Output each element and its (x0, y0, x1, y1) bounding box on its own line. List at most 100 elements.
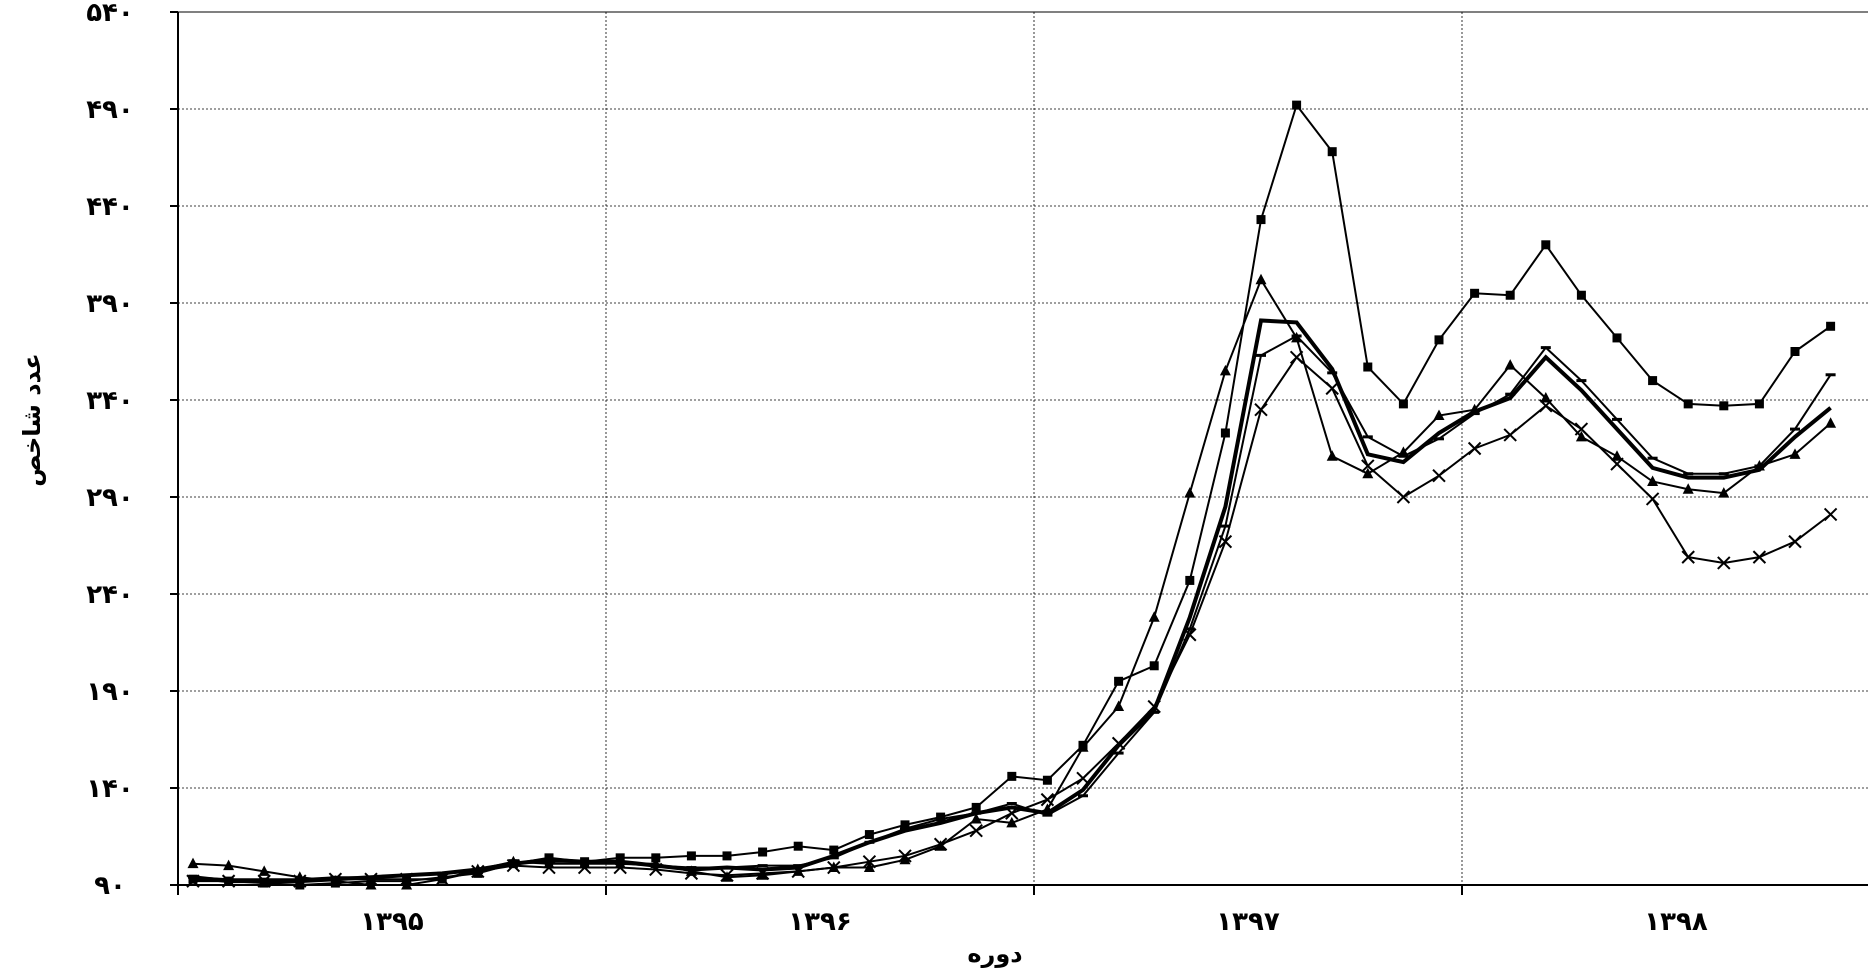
data-point (1754, 464, 1765, 468)
data-point (186, 874, 200, 888)
data-point (1683, 472, 1694, 476)
data-point (1467, 441, 1482, 456)
data-point (1255, 273, 1267, 285)
y-tick-label: ۵۴۰ (86, 0, 134, 28)
data-point (1147, 699, 1161, 714)
data-point (1825, 373, 1836, 377)
data-point (471, 864, 485, 879)
data-point (293, 874, 307, 888)
data-point (1540, 346, 1551, 350)
data-point (544, 860, 554, 864)
data-point (1469, 403, 1481, 415)
data-point (1611, 450, 1623, 461)
data-point (1254, 402, 1268, 417)
data-point (900, 820, 910, 830)
data-point (649, 862, 663, 877)
data-point (971, 802, 981, 812)
data-point (1149, 661, 1159, 671)
data-point (1505, 290, 1515, 300)
y-tick-label: ۱۹۰ (86, 677, 134, 707)
data-point (722, 851, 732, 861)
data-point (757, 864, 768, 868)
data-point (1042, 775, 1052, 785)
data-point (1040, 792, 1055, 807)
data-point (1292, 100, 1302, 110)
plot-frame (170, 11, 1868, 895)
data-point (1325, 381, 1339, 396)
data-point (1396, 490, 1411, 504)
data-point (1362, 467, 1374, 479)
data-point (399, 872, 414, 886)
data-point (685, 865, 697, 876)
x-axis-title: دوره (967, 940, 1022, 968)
data-point (828, 856, 839, 860)
data-point (1790, 427, 1800, 431)
data-point (1823, 507, 1838, 522)
data-point (1432, 468, 1446, 483)
data-point (1327, 371, 1338, 375)
data-point (862, 855, 877, 869)
data-point (1574, 422, 1589, 436)
data-point (1612, 333, 1622, 343)
data-point (1648, 376, 1658, 386)
data-point (829, 845, 839, 855)
data-point (1505, 392, 1516, 396)
data-point (935, 817, 946, 821)
data-point (1078, 794, 1088, 798)
data-point (1789, 448, 1801, 459)
data-point (508, 862, 519, 866)
data-point (827, 860, 841, 875)
data-point (1504, 359, 1516, 370)
data-point (970, 813, 982, 824)
data-point (1469, 412, 1480, 416)
data-point (1682, 483, 1694, 494)
series-line-1 (192, 102, 1832, 887)
data-point (1077, 741, 1089, 752)
data-point (1752, 550, 1767, 564)
data-point (1291, 334, 1302, 338)
data-point (900, 827, 910, 831)
data-point (579, 860, 590, 864)
data-point (365, 879, 377, 890)
data-point (755, 866, 770, 881)
data-point (328, 872, 343, 886)
data-point (936, 812, 946, 822)
data-point (1540, 392, 1552, 403)
data-point (1826, 321, 1836, 331)
data-point (542, 860, 556, 875)
data-point (684, 866, 699, 881)
data-point (1289, 350, 1304, 365)
data-point (259, 877, 270, 881)
data-point (1754, 399, 1764, 409)
data-point (1362, 435, 1373, 439)
data-point (1719, 401, 1729, 411)
data-point (1005, 806, 1019, 820)
data-point (1361, 459, 1375, 473)
data-point (1184, 627, 1195, 631)
x-axis-tick-labels: ۱۳۹۵ ۱۳۹۶ ۱۳۹۷ ۱۳۹۸ (360, 907, 1708, 937)
data-point (969, 823, 983, 838)
x-tick-label: ۱۳۹۵ (360, 907, 424, 937)
data-point (1825, 417, 1837, 428)
data-point (758, 847, 768, 857)
data-point (259, 878, 269, 888)
data-point (1503, 428, 1517, 442)
data-point (1647, 456, 1658, 460)
data-point (188, 874, 198, 884)
data-point (864, 830, 874, 840)
data-point (1470, 288, 1480, 298)
data-point (1647, 475, 1659, 486)
data-point (1576, 290, 1586, 300)
data-point (686, 851, 696, 861)
data-point (793, 841, 803, 851)
y-axis-title: عدد شاخص (18, 353, 46, 487)
data-point (1681, 550, 1695, 564)
data-point (1111, 736, 1126, 751)
data-point (650, 864, 661, 868)
data-point (1007, 771, 1017, 781)
data-point (1256, 215, 1266, 225)
data-point (1398, 399, 1408, 409)
x-tick-label: ۱۳۹۸ (1644, 907, 1708, 937)
data-point (613, 860, 627, 875)
